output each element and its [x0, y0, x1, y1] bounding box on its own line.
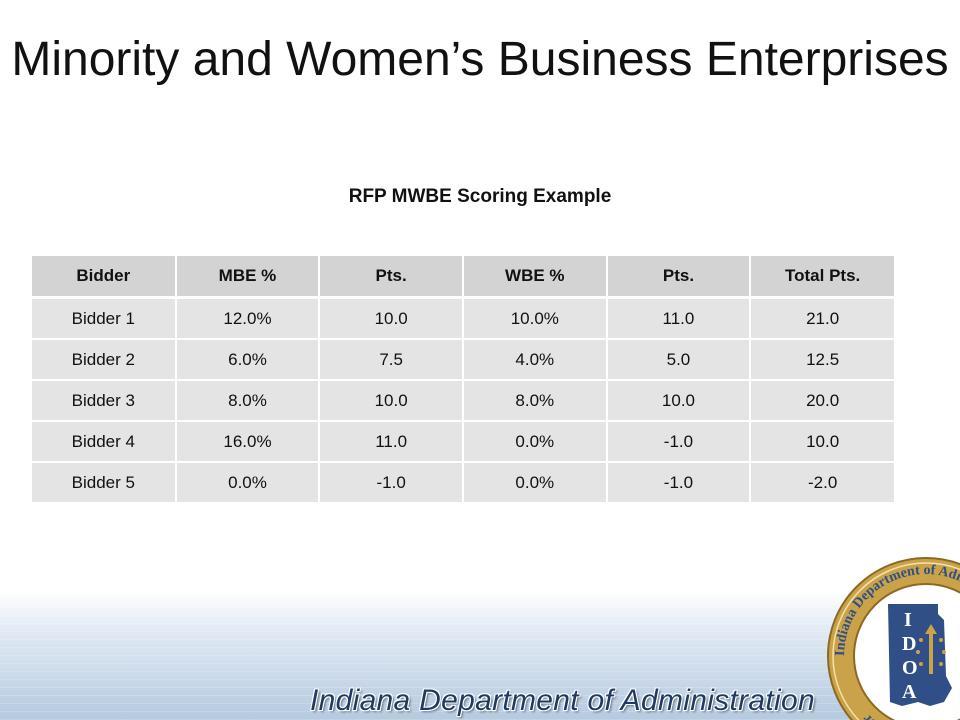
- seal-letter-i: I: [904, 609, 912, 631]
- header-bidder: Bidder: [32, 256, 177, 299]
- table-header-row: Bidder MBE % Pts. WBE % Pts. Total Pts.: [32, 256, 894, 299]
- footer-agency-name: Indiana Department of Administration: [310, 684, 815, 717]
- cell-total-points: 21.0: [750, 297, 894, 340]
- seal-letter-a: A: [902, 681, 917, 703]
- table-row: Bidder 1 12.0% 10.0 10.0% 11.0 21.0: [32, 297, 894, 340]
- cell-mbe-percent: 16.0%: [175, 421, 321, 463]
- cell-mbe-percent: 6.0%: [175, 339, 321, 381]
- bottom-band-stripes: [0, 600, 960, 720]
- cell-total-points: 10.0: [750, 421, 894, 463]
- header-wbe-percent: WBE %: [462, 256, 608, 299]
- cell-bidder: Bidder 5: [32, 462, 177, 504]
- cell-mbe-percent: 12.0%: [175, 297, 321, 340]
- cell-mbe-points: 10.0: [319, 380, 464, 422]
- table-row: Bidder 3 8.0% 10.0 8.0% 10.0 20.0: [32, 380, 894, 422]
- cell-total-points: 20.0: [750, 380, 894, 422]
- cell-bidder: Bidder 3: [32, 380, 177, 422]
- cell-wbe-points: 5.0: [606, 339, 752, 381]
- cell-wbe-percent: 8.0%: [462, 380, 608, 422]
- cell-bidder: Bidder 2: [32, 339, 177, 381]
- header-mbe-percent: MBE %: [175, 256, 321, 299]
- cell-mbe-points: 11.0: [319, 421, 464, 463]
- bottom-gradient-band: [0, 590, 960, 720]
- cell-mbe-percent: 0.0%: [175, 462, 321, 504]
- cell-mbe-points: -1.0: [319, 462, 464, 504]
- cell-wbe-percent: 10.0%: [462, 297, 608, 340]
- table-row: Bidder 4 16.0% 11.0 0.0% -1.0 10.0: [32, 421, 894, 463]
- cell-wbe-percent: 0.0%: [462, 421, 608, 463]
- cell-mbe-points: 7.5: [319, 339, 464, 381]
- cell-bidder: Bidder 1: [32, 297, 177, 340]
- seal-letter-o: O: [902, 657, 918, 679]
- cell-wbe-points: 10.0: [606, 380, 752, 422]
- header-total-points: Total Pts.: [750, 256, 894, 299]
- header-wbe-points: Pts.: [606, 256, 752, 299]
- cell-wbe-points: 11.0: [606, 297, 752, 340]
- header-mbe-points: Pts.: [319, 256, 464, 299]
- slide-subtitle: RFP MWBE Scoring Example: [348, 186, 612, 207]
- cell-total-points: 12.5: [750, 339, 894, 381]
- table-row: Bidder 2 6.0% 7.5 4.0% 5.0 12.5: [32, 339, 894, 381]
- table-row: Bidder 5 0.0% -1.0 0.0% -1.0 -2.0: [32, 462, 894, 504]
- cell-bidder: Bidder 4: [32, 421, 177, 463]
- indiana-state-outline: [888, 604, 952, 706]
- scoring-table: Bidder MBE % Pts. WBE % Pts. Total Pts. …: [32, 256, 894, 504]
- cell-mbe-percent: 8.0%: [175, 380, 321, 422]
- cell-wbe-percent: 4.0%: [462, 339, 608, 381]
- torch-icon: [916, 624, 946, 674]
- cell-wbe-percent: 0.0%: [462, 462, 608, 504]
- idoa-seal-logo: Indiana Department of Administration · M…: [827, 557, 960, 720]
- slide-title: Minority and Women’s Business Enterprise…: [11, 33, 949, 86]
- cell-mbe-points: 10.0: [319, 297, 464, 340]
- cell-wbe-points: -1.0: [606, 421, 752, 463]
- seal-letter-d: D: [902, 633, 916, 655]
- cell-wbe-points: -1.0: [606, 462, 752, 504]
- cell-total-points: -2.0: [750, 462, 894, 504]
